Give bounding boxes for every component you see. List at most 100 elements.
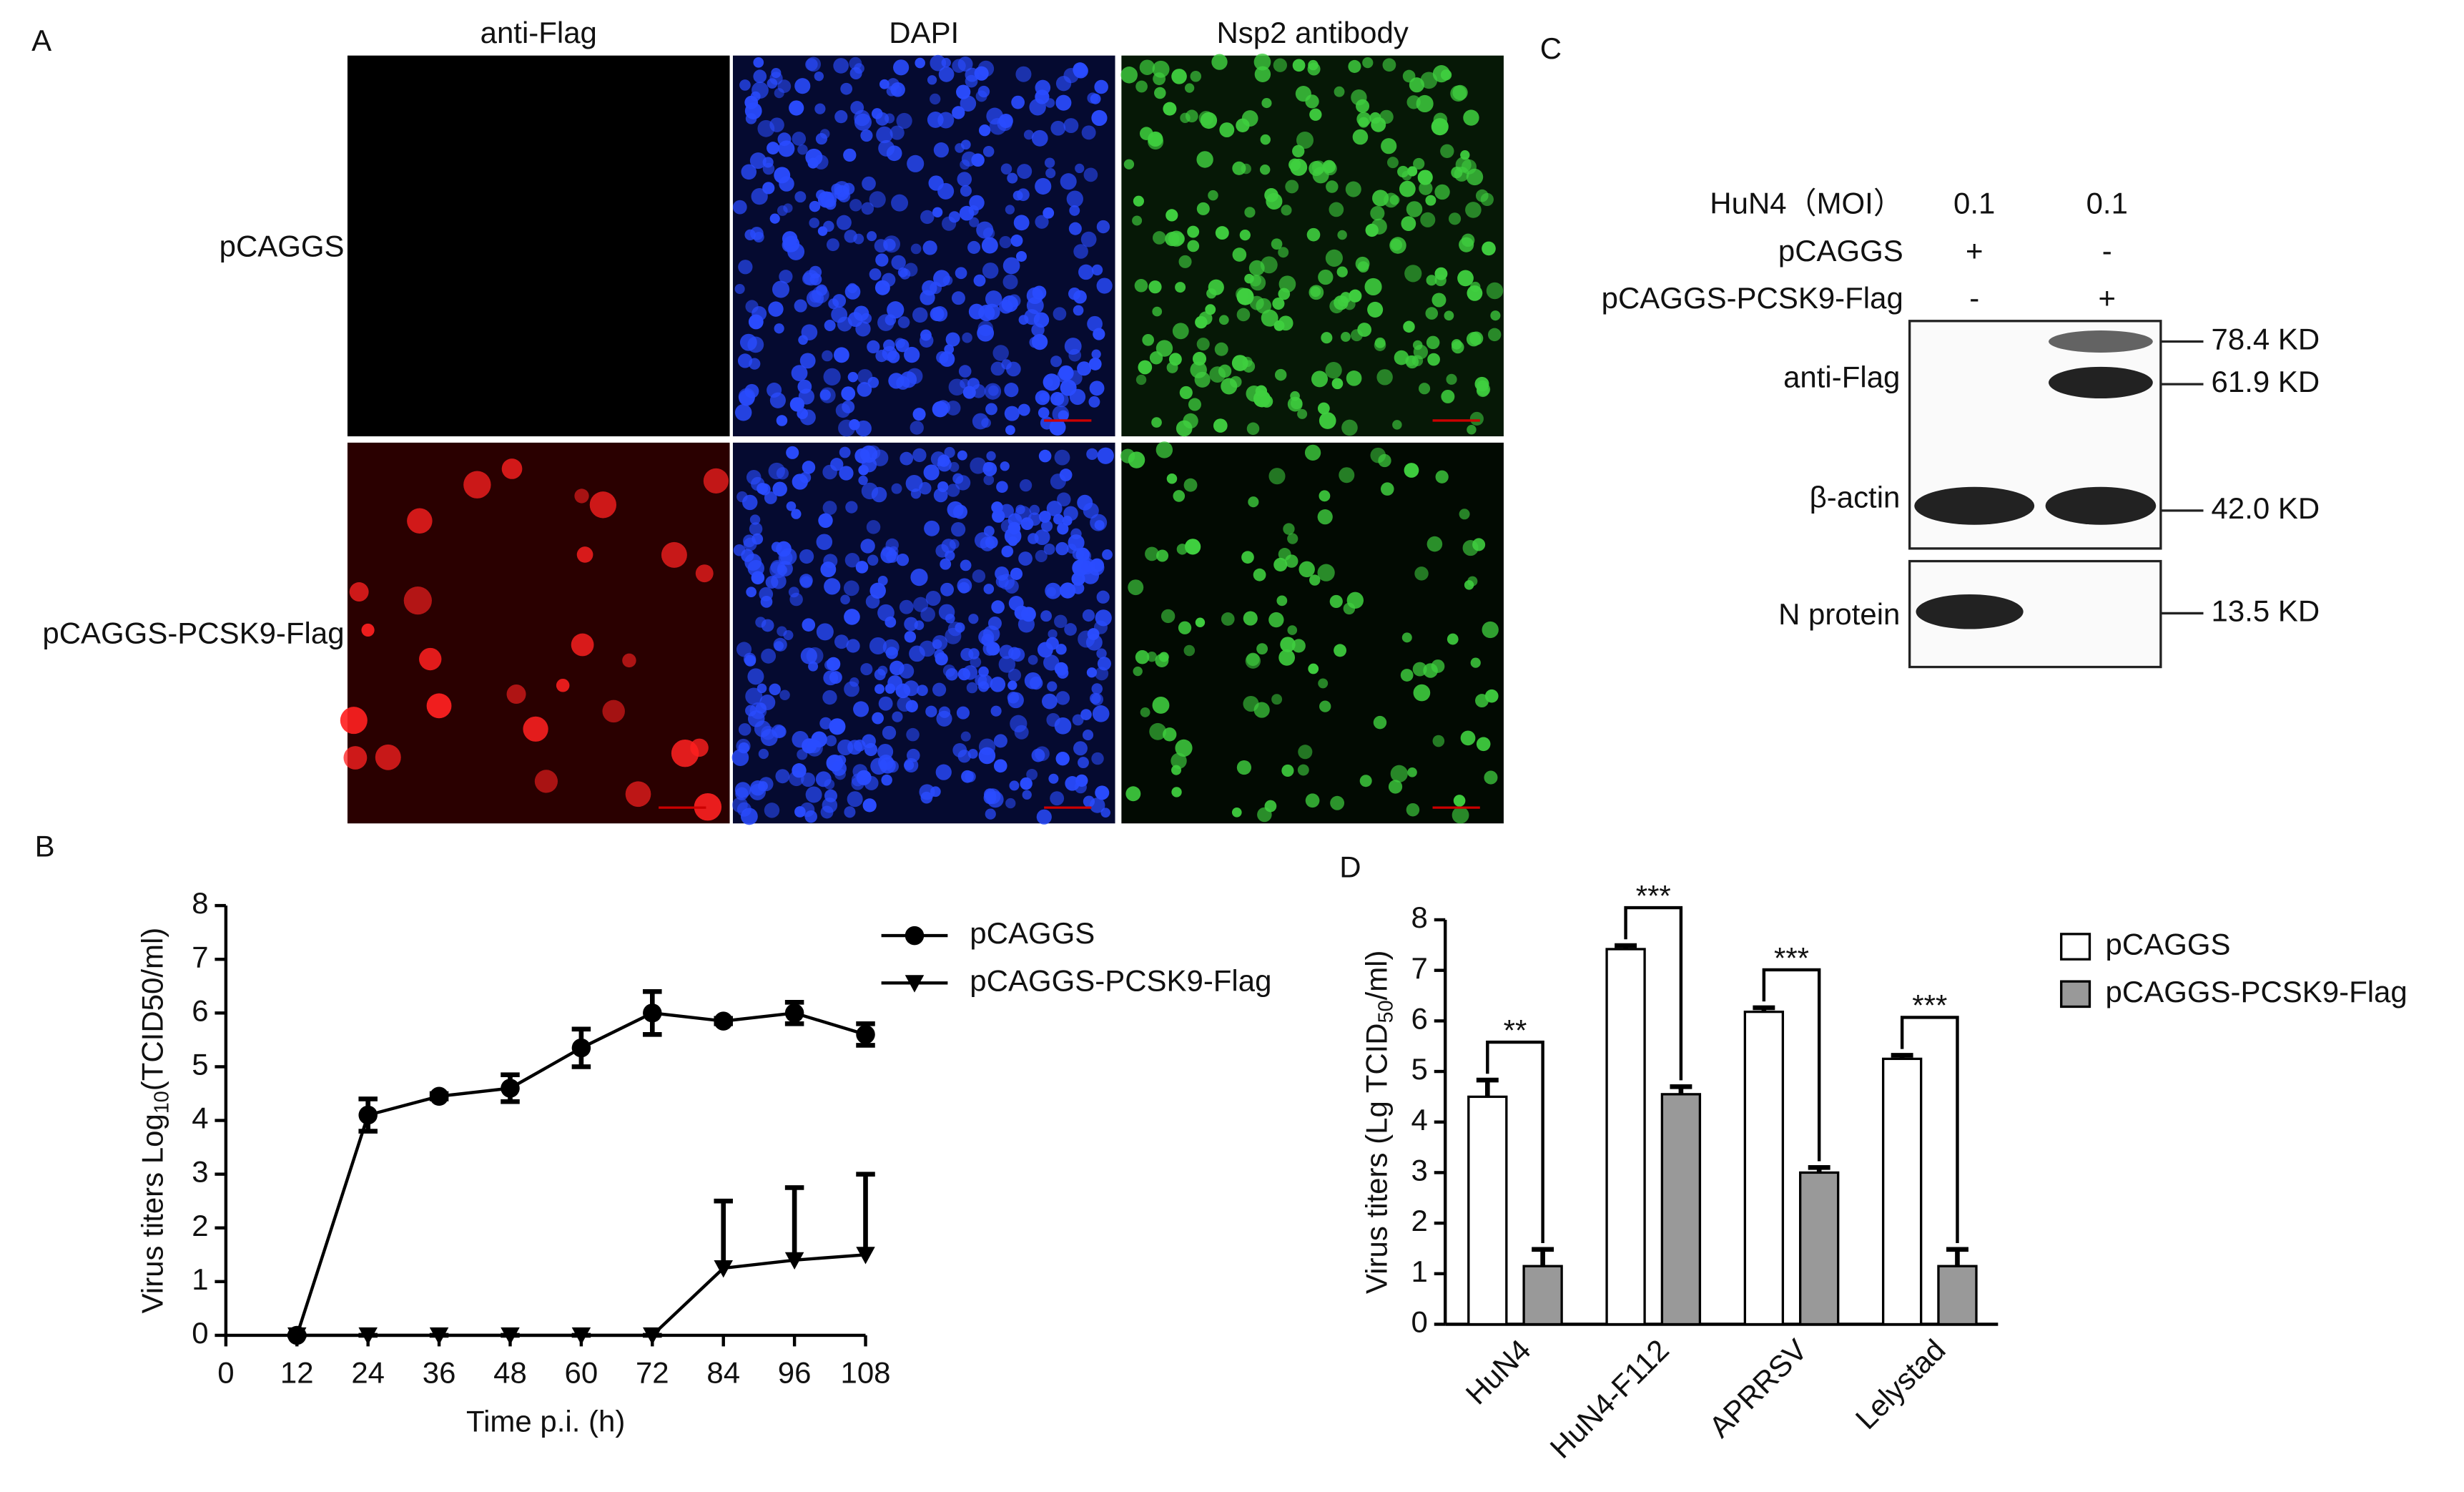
cell bbox=[844, 609, 860, 625]
cell bbox=[938, 604, 955, 621]
cell bbox=[957, 750, 971, 763]
cell bbox=[1425, 307, 1439, 320]
cell bbox=[864, 775, 879, 790]
cell bbox=[1309, 108, 1322, 121]
cell bbox=[759, 695, 776, 710]
cell bbox=[1219, 122, 1235, 137]
cell bbox=[1083, 502, 1099, 519]
bar bbox=[1881, 1057, 1923, 1326]
cell bbox=[1411, 355, 1424, 367]
cell bbox=[1317, 402, 1330, 415]
significance-label: *** bbox=[1636, 879, 1671, 913]
cell bbox=[1281, 205, 1292, 216]
cell bbox=[1425, 195, 1436, 206]
cell bbox=[1183, 478, 1198, 492]
cell bbox=[788, 587, 799, 598]
cell bbox=[1341, 332, 1351, 342]
cell bbox=[1096, 648, 1107, 659]
cell bbox=[741, 164, 757, 180]
cell bbox=[1278, 275, 1296, 293]
cell bbox=[1004, 579, 1019, 594]
cell bbox=[749, 358, 761, 370]
cell bbox=[1243, 695, 1259, 712]
cell bbox=[906, 727, 920, 742]
cell bbox=[1317, 509, 1333, 525]
cell bbox=[1271, 694, 1283, 705]
cell bbox=[1337, 230, 1347, 240]
cell bbox=[1420, 72, 1438, 89]
cell bbox=[981, 237, 998, 254]
cell bbox=[1321, 332, 1333, 344]
cell bbox=[1319, 700, 1331, 712]
cell bbox=[1055, 644, 1067, 655]
cell bbox=[1183, 644, 1196, 657]
cell bbox=[910, 243, 922, 255]
cell bbox=[1179, 386, 1193, 400]
cell bbox=[809, 217, 819, 228]
cell bbox=[935, 764, 952, 780]
data-point bbox=[501, 1327, 520, 1345]
cell bbox=[843, 580, 859, 597]
data-point bbox=[905, 975, 925, 993]
cell bbox=[1423, 663, 1438, 678]
cell bbox=[1287, 533, 1298, 544]
cell bbox=[776, 415, 788, 426]
cell bbox=[1171, 787, 1182, 797]
cell bbox=[732, 200, 747, 215]
cell bbox=[1171, 69, 1187, 84]
cell bbox=[841, 386, 856, 401]
cell bbox=[1417, 170, 1433, 185]
cell bbox=[951, 291, 965, 305]
cell bbox=[1329, 202, 1344, 217]
cell bbox=[819, 389, 831, 401]
cell bbox=[930, 307, 945, 322]
cell bbox=[1208, 190, 1218, 201]
cell bbox=[982, 145, 995, 157]
cell bbox=[779, 176, 794, 192]
cell bbox=[973, 274, 986, 287]
condition-value: 0.1 bbox=[1953, 187, 1995, 220]
cell bbox=[830, 458, 844, 471]
cell bbox=[506, 684, 526, 705]
cell bbox=[1156, 549, 1169, 562]
cell bbox=[1095, 667, 1109, 681]
cell bbox=[1271, 238, 1283, 250]
cell bbox=[912, 448, 927, 463]
data-point bbox=[358, 1105, 378, 1125]
cell bbox=[937, 182, 955, 200]
cell bbox=[1260, 134, 1271, 145]
cell bbox=[1195, 617, 1206, 627]
cell bbox=[769, 213, 780, 224]
cell bbox=[1010, 647, 1025, 662]
cell bbox=[952, 106, 965, 119]
cell bbox=[556, 678, 570, 692]
significance-label: *** bbox=[1912, 988, 1947, 1022]
cell bbox=[1017, 403, 1030, 416]
cell bbox=[1273, 557, 1288, 572]
cell bbox=[1373, 715, 1387, 730]
cell bbox=[960, 95, 977, 112]
cell bbox=[956, 84, 971, 99]
cell bbox=[463, 471, 491, 499]
cell bbox=[1054, 614, 1068, 629]
cell bbox=[903, 680, 920, 697]
cell bbox=[1054, 662, 1068, 676]
cell bbox=[875, 253, 889, 267]
cell bbox=[762, 182, 775, 195]
cell bbox=[1068, 222, 1082, 235]
cell bbox=[1406, 201, 1423, 217]
cell bbox=[799, 353, 816, 369]
cell bbox=[925, 705, 937, 717]
cell bbox=[899, 268, 911, 280]
cell bbox=[990, 361, 1005, 376]
cell bbox=[860, 663, 873, 676]
cell bbox=[589, 491, 617, 519]
cell bbox=[794, 191, 807, 203]
cell bbox=[1278, 247, 1289, 258]
cell bbox=[945, 332, 960, 347]
cell bbox=[1091, 349, 1101, 359]
cell bbox=[977, 674, 993, 689]
cell bbox=[1074, 781, 1087, 794]
cell bbox=[1146, 652, 1158, 662]
cell bbox=[990, 677, 1006, 692]
